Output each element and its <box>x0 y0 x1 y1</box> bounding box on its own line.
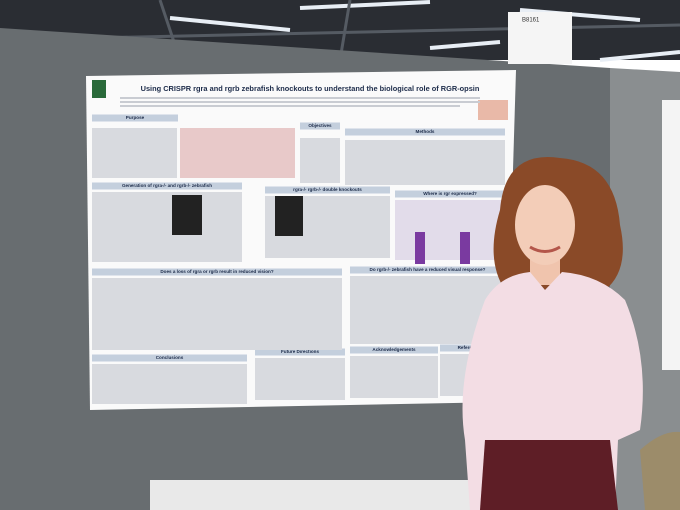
logo <box>92 80 106 98</box>
poster-title: Using CRISPR rgra and rgrb zebrafish kno… <box>141 84 480 93</box>
section-header-bar <box>350 266 505 274</box>
author-lines <box>120 97 480 107</box>
section-header: Generation of rgra-/- and rgrb-/- zebraf… <box>122 183 212 188</box>
section-header: Does a loss of rgra or rgrb result in re… <box>160 269 274 274</box>
logo <box>478 100 508 120</box>
section-header: Objectives <box>308 123 332 128</box>
section-header-bar <box>300 122 340 130</box>
section-header-bar <box>92 114 178 122</box>
board-number: B8161 <box>522 18 540 24</box>
section-header: Future Directions <box>281 349 319 354</box>
section-header-bar <box>92 268 342 276</box>
adjacent-poster <box>662 100 680 370</box>
section-header: References <box>458 345 483 350</box>
section-header: Where is rgr expressed? <box>423 191 477 196</box>
chair <box>640 431 680 510</box>
person <box>462 157 643 510</box>
floor <box>150 480 480 510</box>
poster-content <box>92 128 505 404</box>
section-header-bar <box>265 186 390 194</box>
section-header: Acknowledgements <box>372 347 416 352</box>
section-header: Methods <box>416 129 435 134</box>
board-sign <box>508 12 572 64</box>
section-header-bar <box>345 128 505 136</box>
section-header: Do rgrb-/- zebrafish have a reduced visu… <box>370 267 486 272</box>
section-header: rgra-/- rgrb-/- double knockouts <box>293 187 362 192</box>
section-header-bar <box>255 348 345 356</box>
section-header-bar <box>92 182 242 190</box>
section-header-bar <box>350 346 438 354</box>
section-header-bar <box>440 344 500 352</box>
section-header-bar <box>395 190 505 198</box>
section-header-bar <box>92 354 247 362</box>
section-header: Conclusions <box>156 355 184 360</box>
section-header: Purpose <box>126 115 145 120</box>
ceiling-lights <box>169 0 680 62</box>
